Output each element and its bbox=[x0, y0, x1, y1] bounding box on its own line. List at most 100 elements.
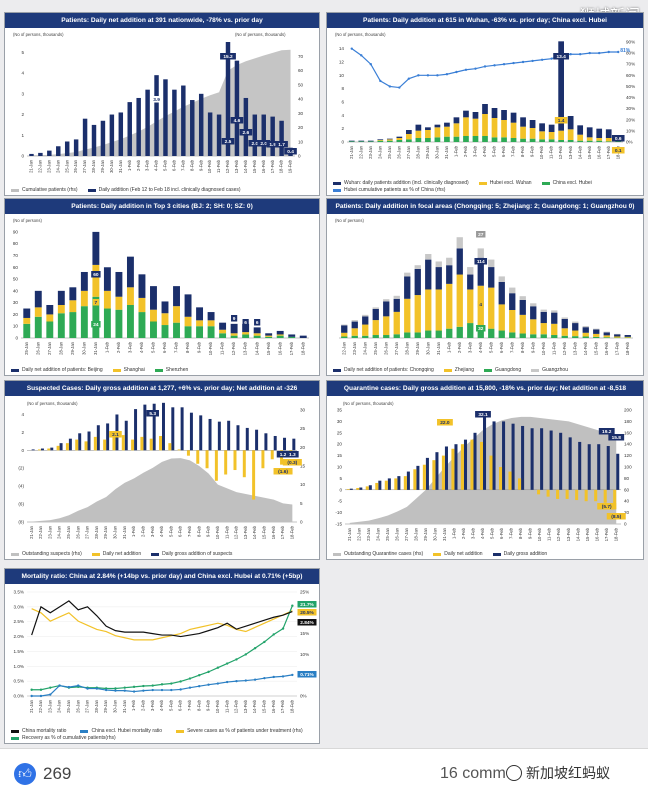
x-tick-label: 7-Feb bbox=[180, 159, 185, 171]
bar bbox=[159, 436, 162, 450]
bar-segment bbox=[488, 260, 494, 267]
bar-segment bbox=[572, 323, 578, 330]
bar-segment bbox=[492, 108, 498, 118]
data-label: 2.0 bbox=[260, 141, 267, 147]
bar-segment bbox=[551, 313, 557, 324]
x-tick-label: 1-Feb bbox=[131, 525, 136, 537]
bar-segment bbox=[162, 325, 169, 338]
y-tick-label: (2) bbox=[18, 466, 24, 471]
bar-segment bbox=[446, 329, 452, 338]
bar-segment bbox=[454, 117, 460, 123]
bar-segment bbox=[46, 321, 53, 338]
y2-tick-label: 40% bbox=[626, 95, 635, 100]
bar bbox=[394, 478, 397, 489]
legend-item: China excl. Hubei mortality ratio bbox=[91, 728, 162, 734]
bar-segment bbox=[463, 117, 469, 136]
bar bbox=[385, 481, 388, 490]
bar bbox=[616, 454, 619, 490]
bar-segment bbox=[587, 141, 593, 142]
y-tick-label: 14 bbox=[339, 46, 345, 51]
bar-segment bbox=[511, 138, 517, 142]
bar-segment bbox=[406, 139, 412, 142]
x-tick-label: 9-Feb bbox=[528, 527, 533, 539]
bar-segment bbox=[551, 324, 557, 335]
x-tick-label: 18-Feb bbox=[613, 527, 618, 541]
x-tick-label: 7-Feb bbox=[174, 341, 179, 353]
like-button[interactable]: 👍︎ 269 bbox=[14, 763, 71, 785]
bar bbox=[274, 436, 277, 450]
x-tick-label: 2-Feb bbox=[116, 341, 121, 353]
bar bbox=[454, 444, 457, 490]
bar bbox=[270, 117, 274, 156]
bar-segment bbox=[520, 300, 526, 315]
y2-tick-label: 200 bbox=[624, 408, 632, 413]
y2-tick-label: 10 bbox=[300, 482, 306, 487]
bar bbox=[47, 449, 50, 451]
y2-tick-label: 50% bbox=[626, 84, 635, 89]
bar-segment bbox=[520, 127, 526, 139]
x-tick-label: 27-Jan bbox=[404, 527, 409, 540]
bar bbox=[134, 409, 137, 450]
y-tick-label: 2 bbox=[21, 112, 24, 117]
x-tick-label: 4-Feb bbox=[478, 341, 483, 353]
bar bbox=[262, 115, 266, 156]
bar bbox=[442, 456, 445, 490]
bar-segment bbox=[231, 324, 238, 333]
x-tick-label: 10-Feb bbox=[539, 145, 544, 159]
x-tick-label: 22-Jan bbox=[358, 145, 363, 158]
data-label: 0.1 bbox=[615, 148, 622, 154]
bar-segment bbox=[254, 327, 261, 333]
x-tick-label: 17-Feb bbox=[604, 527, 609, 541]
y2-tick-label: 140 bbox=[624, 442, 632, 447]
bar-segment bbox=[377, 141, 383, 142]
x-tick-label: 14-Feb bbox=[577, 145, 582, 159]
bar-segment bbox=[520, 315, 526, 334]
y2-tick-label: 30% bbox=[626, 106, 635, 111]
legend-item: Severe cases as % of patients under trea… bbox=[187, 728, 303, 734]
line-series bbox=[32, 606, 293, 690]
bar bbox=[509, 472, 512, 490]
y2-tick-label: 30 bbox=[298, 111, 304, 116]
y2-tick-label: 25 bbox=[300, 426, 306, 431]
bar-segment bbox=[539, 123, 545, 131]
data-label: 4 bbox=[479, 302, 482, 308]
bar-segment bbox=[23, 324, 30, 338]
bar-segment bbox=[127, 287, 134, 305]
comments-link[interactable]: 16 comm bbox=[440, 765, 506, 783]
data-label: 5.3 bbox=[149, 411, 156, 417]
x-tick-label: 14-Feb bbox=[254, 341, 259, 355]
x-tick-label: 8-Feb bbox=[518, 527, 523, 539]
y-tick-label: 70 bbox=[13, 253, 19, 258]
y-tick-label: 0.0% bbox=[14, 694, 24, 699]
bar-segment bbox=[362, 315, 368, 316]
bar-segment bbox=[488, 329, 494, 338]
bar-segment bbox=[396, 137, 402, 138]
bar bbox=[445, 446, 448, 489]
chart-legend-5: Outstanding suspects (rhs) Daily net add… bbox=[11, 551, 313, 557]
x-tick-label: 1-Feb bbox=[454, 145, 459, 157]
bar bbox=[171, 407, 174, 450]
x-tick-label: 24-Jan bbox=[375, 527, 380, 540]
bar-segment bbox=[457, 327, 463, 338]
bar bbox=[38, 449, 41, 450]
bar-segment bbox=[69, 312, 76, 338]
y2-tick-label: 60% bbox=[626, 73, 635, 78]
bar bbox=[78, 433, 81, 450]
bar-segment bbox=[509, 332, 515, 338]
x-tick-label: 21-Jan bbox=[29, 159, 34, 172]
bar bbox=[163, 79, 167, 156]
bar-segment bbox=[185, 326, 192, 338]
legend-item: Daily net addition of patients: Beijing bbox=[22, 367, 103, 373]
y2-tick-label: 25% bbox=[300, 590, 309, 595]
legend-item: Daily net addition bbox=[444, 551, 482, 557]
x-tick-label: 17-Feb bbox=[289, 341, 294, 355]
bar bbox=[413, 469, 416, 490]
bar-segment bbox=[539, 139, 545, 142]
data-label: (8.5) bbox=[611, 514, 621, 520]
bar-segment bbox=[604, 335, 610, 337]
social-footer: 👍︎ 269 16 comm 新加坡红蚂蚁 bbox=[0, 748, 648, 801]
y2-tick-label: 180 bbox=[624, 419, 632, 424]
bar-segment bbox=[362, 316, 368, 324]
bar-segment bbox=[81, 272, 88, 291]
